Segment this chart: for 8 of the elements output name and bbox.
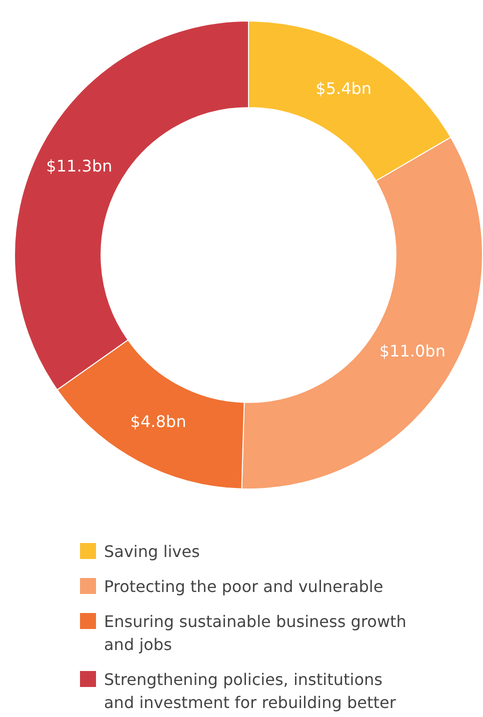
legend-label: Strengthening policies, institutions and investment for rebuilding better [104, 669, 397, 714]
legend-label: Saving lives [104, 541, 200, 563]
data-label: $11.0bn [379, 342, 446, 361]
legend-label: Protecting the poor and vulnerable [104, 576, 384, 598]
legend-label: Ensuring sustainable business growth and jobs [104, 611, 408, 656]
data-label: $5.4bn [316, 78, 372, 98]
data-label: $4.8bn [130, 412, 186, 432]
data-label: $11.3bn [46, 156, 112, 176]
